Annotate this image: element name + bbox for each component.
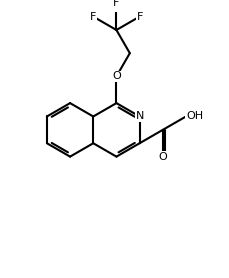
- Text: N: N: [135, 111, 143, 121]
- Text: F: F: [113, 0, 119, 8]
- Text: OH: OH: [185, 111, 202, 121]
- Text: O: O: [112, 71, 120, 81]
- Text: F: F: [90, 12, 96, 22]
- Text: O: O: [158, 152, 166, 162]
- Text: F: F: [136, 12, 142, 22]
